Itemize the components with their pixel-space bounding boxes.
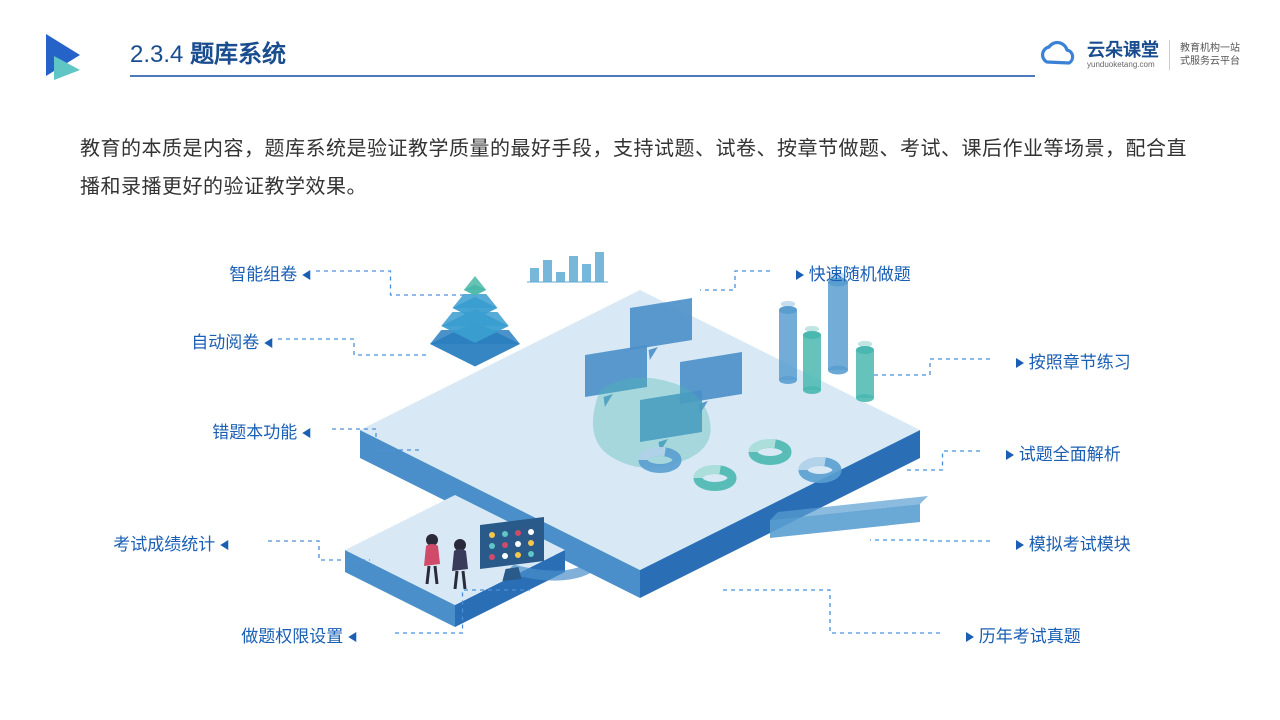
feature-mock-exam: 模拟考试模块 [1010, 530, 1131, 555]
cloud-icon [1035, 40, 1077, 70]
section-arrow-icon [40, 30, 90, 80]
feature-chapter-practice: 按照章节练习 [1010, 348, 1131, 373]
arrow-right-icon [1016, 540, 1024, 550]
brand-tagline-1: 教育机构一站 [1180, 42, 1240, 55]
arrow-right-icon [966, 632, 974, 642]
section-title-text: 题库系统 [190, 41, 286, 68]
brand-name: 云朵课堂 [1087, 41, 1159, 59]
arrow-right-icon [1016, 358, 1024, 368]
logo-divider [1169, 40, 1170, 70]
arrow-left-icon [220, 540, 228, 550]
brand-tagline-2: 式服务云平台 [1180, 55, 1240, 68]
feature-score-stats: 考试成绩统计 [113, 530, 234, 555]
feature-full-analysis: 试题全面解析 [1000, 440, 1121, 465]
feature-infographic: 智能组卷 自动阅卷 错题本功能 考试成绩统计 做题权限设置 快速随机做题 按照章… [0, 220, 1280, 720]
description-text: 教育的本质是内容，题库系统是验证教学质量的最好手段，支持试题、试卷、按章节做题、… [80, 130, 1200, 206]
arrow-right-icon [1006, 450, 1014, 460]
section-title: 2.3.4 题库系统 [130, 34, 1035, 77]
feature-auto-grade: 自动阅卷 [191, 328, 278, 353]
arrow-right-icon [796, 270, 804, 280]
feature-mistake-book: 错题本功能 [212, 418, 316, 443]
arrow-left-icon [264, 338, 272, 348]
feature-permission: 做题权限设置 [241, 622, 362, 647]
arrow-left-icon [348, 632, 356, 642]
arrow-left-icon [302, 270, 310, 280]
brand-logo: 云朵课堂 yunduoketang.com 教育机构一站 式服务云平台 [1035, 40, 1240, 70]
section-number: 2.3.4 [130, 41, 183, 68]
feature-quick-random: 快速随机做题 [790, 260, 911, 285]
feature-smart-compose: 智能组卷 [229, 260, 316, 285]
feature-past-exams: 历年考试真题 [960, 622, 1081, 647]
brand-url: yunduoketang.com [1087, 61, 1159, 69]
arrow-left-icon [302, 428, 310, 438]
